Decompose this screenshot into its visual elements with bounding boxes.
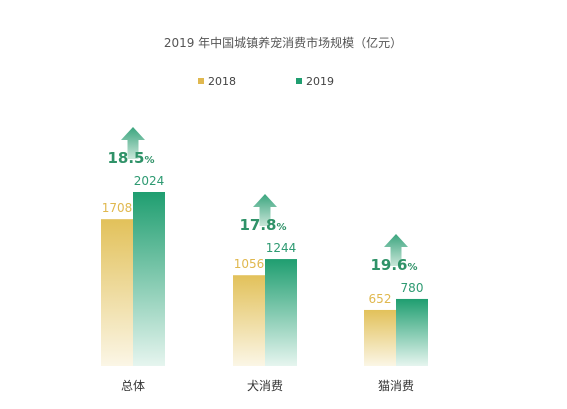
category-label-2: 犬消费 (247, 379, 283, 393)
value-label-2018-2: 1056 (234, 257, 265, 271)
growth-label-1: 18.5% (107, 149, 154, 167)
growth-arrows: 18.5% 17.8% 19.6% (107, 127, 418, 274)
bar-2018-2 (233, 275, 265, 366)
chart-title: 2019 年中国城镇养宠消费市场规模（亿元） (164, 35, 402, 50)
growth-label-3: 19.6% (370, 256, 417, 274)
legend-swatch-2018 (198, 78, 204, 84)
bar-2018-1 (101, 219, 133, 366)
bar-2019-3 (396, 298, 428, 366)
value-label-2018-3: 652 (369, 292, 392, 306)
value-label-2019-3: 780 (401, 281, 424, 295)
bar-2018-3 (364, 309, 396, 366)
legend-label-2019: 2019 (306, 75, 334, 88)
category-labels: 总体 犬消费 猫消费 (121, 379, 414, 393)
growth-label-2: 17.8% (239, 216, 286, 234)
value-label-2018-1: 1708 (102, 201, 133, 215)
category-label-3: 猫消费 (378, 379, 414, 393)
growth-arrow-icon-2 (253, 194, 277, 227)
value-label-2019-1: 2024 (134, 174, 165, 188)
bar-2019-1 (133, 192, 165, 366)
bar-2019-2 (265, 259, 297, 366)
legend-label-2018: 2018 (208, 75, 236, 88)
legend-swatch-2019 (296, 78, 302, 84)
growth-arrow-icon-3 (384, 233, 408, 266)
growth-arrow-icon-1 (121, 127, 145, 159)
value-label-2019-2: 1244 (266, 241, 297, 255)
legend: 2018 2019 (198, 75, 334, 88)
bars (101, 192, 428, 366)
category-label-1: 总体 (121, 379, 145, 393)
